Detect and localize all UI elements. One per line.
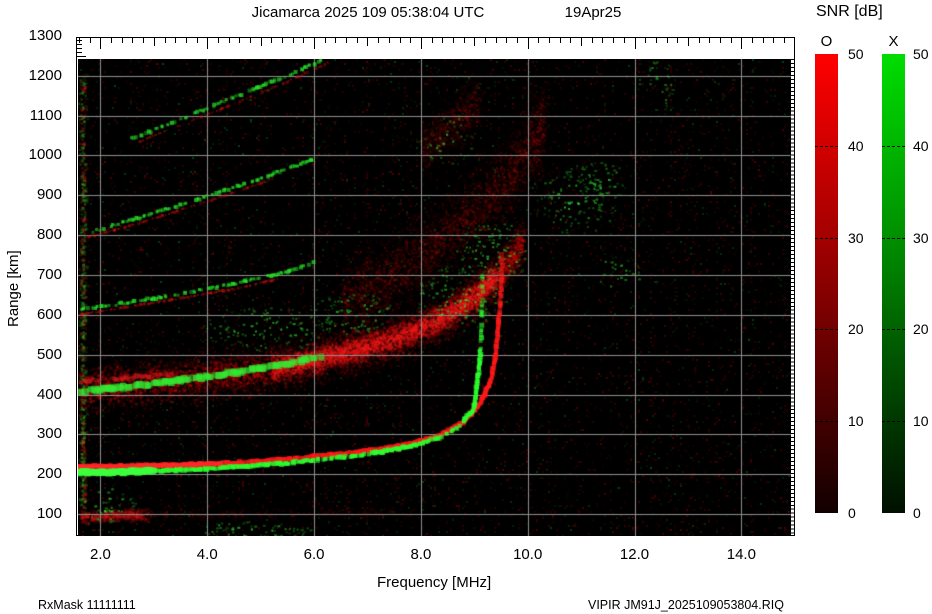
y-tick-label: 600: [36, 305, 62, 323]
y-axis-title: Range [km]: [5, 250, 22, 327]
y-tick-label: 400: [36, 385, 62, 403]
colorbar-tick-mark: [882, 329, 905, 331]
x-tick-label: 8.0: [410, 546, 432, 563]
x-tick-label: 10.0: [513, 546, 543, 563]
ionogram-canvas: [78, 59, 791, 536]
y-tick-label: 200: [36, 465, 62, 483]
y-tick-label: 500: [36, 345, 62, 363]
x-colorbar-tick-label: 0: [913, 505, 921, 521]
x-tick-label: 2.0: [89, 546, 111, 563]
y-tick-label: 1100: [29, 106, 62, 124]
x-axis-title: Frequency [MHz]: [377, 574, 492, 591]
o-colorbar-tick-label: 20: [848, 321, 864, 338]
o-colorbar-tick-label: 0: [848, 505, 856, 521]
o-colorbar-tick-label: 40: [848, 137, 864, 154]
y-tick-label: 300: [36, 425, 62, 443]
colorbar-tick-mark: [882, 145, 905, 147]
y-tick-label: 700: [36, 265, 62, 283]
colorbar-tick-mark: [882, 237, 905, 239]
y-tick-label: 800: [36, 226, 62, 244]
y-tick-label: 100: [36, 505, 62, 523]
y-tick-label: 1300: [28, 26, 62, 44]
snr-legend-title: SNR [dB]: [816, 3, 883, 20]
right-axis-minor-ticks: [790, 59, 794, 536]
x-colorbar-tick-label: 40: [913, 137, 929, 154]
x-colorbar-tick-label: 50: [913, 46, 929, 62]
x-colorbar-tick-label: 20: [913, 321, 929, 338]
colorbar-tick-mark: [815, 145, 838, 147]
y-tick-label: 1000: [28, 146, 62, 164]
o-colorbar: [815, 54, 838, 513]
x-tick-label: 14.0: [726, 546, 756, 563]
colorbar-tick-mark: [882, 421, 905, 423]
x-mode-label: X: [888, 33, 899, 50]
x-tick-label: 4.0: [196, 546, 218, 563]
o-mode-label: O: [820, 33, 833, 50]
x-tick-label: 6.0: [303, 546, 325, 563]
o-colorbar-tick-label: 30: [848, 229, 864, 246]
colorbar-tick-mark: [815, 421, 838, 423]
y-tick-label: 1200: [28, 66, 62, 84]
x-colorbar-tick-label: 10: [913, 413, 929, 430]
plot-date: 19Apr25: [564, 4, 622, 21]
x-colorbar: [882, 54, 905, 513]
x-colorbar-tick-label: 30: [913, 229, 929, 246]
o-colorbar-tick-label: 50: [848, 46, 864, 62]
colorbar-tick-mark: [815, 329, 838, 331]
colorbar-tick-mark: [815, 237, 838, 239]
filename-label: VIPIR JM91J_2025109053804.RIQ: [588, 598, 784, 612]
x-tick-label: 12.0: [619, 546, 650, 563]
rxmask-label: RxMask 11111111: [38, 598, 136, 612]
o-colorbar-tick-label: 10: [848, 413, 864, 430]
y-tick-label: 900: [36, 186, 62, 204]
plot-title: Jicamarca 2025 109 05:38:04 UTC: [251, 4, 485, 21]
